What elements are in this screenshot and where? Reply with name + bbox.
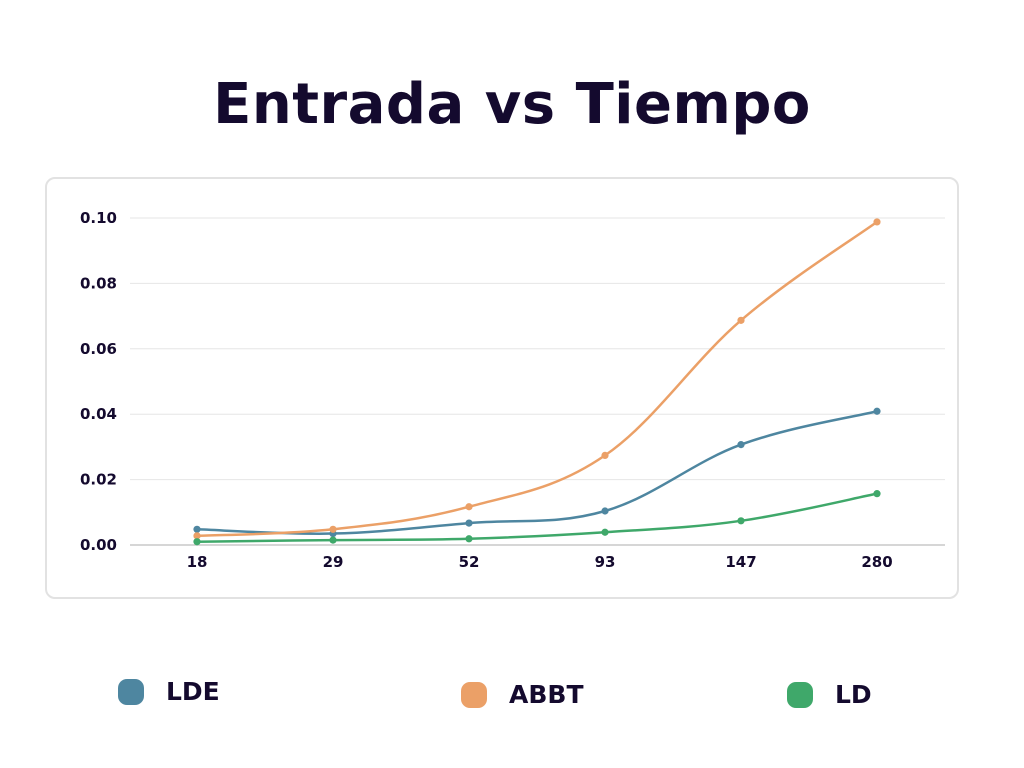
legend-item-abbt: ABBT — [461, 680, 584, 709]
y-tick-label: 0.06 — [80, 340, 117, 358]
y-tick-label: 0.08 — [80, 274, 117, 292]
legend-swatch-abbt — [461, 681, 487, 708]
x-tick-label: 93 — [595, 553, 616, 571]
series-line-lde — [195, 410, 879, 535]
chart-title: Entrada vs Tiempo — [213, 72, 811, 137]
x-tick-label: 280 — [861, 553, 892, 571]
legend-label-lde: LDE — [166, 677, 220, 706]
data-point-lde — [193, 525, 201, 533]
data-point-abbt — [329, 525, 337, 533]
data-point-ld — [601, 528, 609, 536]
data-point-ld — [737, 517, 745, 525]
legend-swatch-ld — [787, 681, 813, 708]
data-point-lde — [601, 507, 609, 515]
data-point-ld — [193, 538, 201, 546]
x-axis-ticks: 18 29 52 93 147 280 — [187, 553, 893, 571]
data-point-lde — [737, 441, 745, 449]
y-axis-ticks: 0.00 0.02 0.04 0.06 0.08 0.10 — [80, 209, 117, 554]
y-tick-label: 0.10 — [80, 209, 117, 227]
series-line-abbt — [195, 220, 879, 538]
x-tick-label: 147 — [725, 553, 756, 571]
series-line-ld — [195, 492, 879, 543]
data-point-abbt — [737, 316, 745, 324]
data-point-abbt — [601, 451, 609, 460]
data-point-lde — [873, 407, 881, 415]
grid-lines — [130, 217, 945, 546]
legend-label-ld: LD — [835, 680, 872, 709]
data-point-abbt — [465, 503, 473, 511]
x-tick-label: 52 — [459, 553, 480, 571]
series-points — [193, 218, 881, 546]
x-tick-label: 29 — [323, 553, 344, 571]
y-tick-label: 0.00 — [80, 536, 117, 554]
data-point-abbt — [873, 218, 881, 226]
x-tick-label: 18 — [187, 553, 208, 571]
legend-item-ld: LD — [787, 680, 872, 709]
y-tick-label: 0.04 — [80, 405, 117, 423]
legend-label-abbt: ABBT — [509, 680, 584, 709]
series-lines — [195, 220, 879, 543]
legend-item-lde: LDE — [118, 677, 220, 706]
data-point-abbt — [193, 532, 201, 540]
y-tick-label: 0.02 — [80, 471, 117, 489]
data-point-lde — [465, 519, 473, 527]
data-point-ld — [329, 536, 337, 544]
data-point-ld — [465, 535, 473, 543]
data-point-ld — [873, 490, 881, 498]
legend-swatch-lde — [118, 678, 144, 705]
